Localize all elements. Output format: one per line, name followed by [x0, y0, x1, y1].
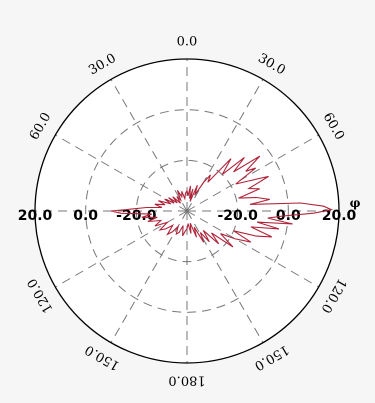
- grid-spoke-330: [110, 79, 188, 212]
- grid-ring-1: [85, 109, 289, 313]
- series-trace-0: [110, 155, 334, 248]
- grid-spoke-300: [55, 134, 188, 212]
- grid-spoke-240: [55, 210, 188, 288]
- radial-tick-label: 20.0: [18, 208, 53, 224]
- radial-tick-label: 0.0: [73, 208, 98, 224]
- grid-spoke-30: [186, 79, 264, 212]
- grid-spoke-60: [186, 134, 319, 212]
- outer-boundary: [34, 58, 340, 364]
- angle-label: 180.0: [168, 373, 205, 388]
- angle-label: 0.0: [177, 35, 198, 50]
- radial-axis-symbol: φ: [350, 196, 361, 210]
- angle-label: 30.0: [255, 51, 288, 78]
- angle-label: 60.0: [320, 110, 347, 143]
- radial-tick-label: 20.0: [322, 208, 357, 224]
- radial-tick-label: -20.0: [217, 208, 258, 224]
- angle-label: 30.0: [86, 51, 119, 78]
- grid-spoke-150: [186, 210, 264, 343]
- grid-spoke-210: [110, 210, 188, 343]
- grid-spoke-120: [186, 210, 319, 288]
- radial-tick-label: -20.0: [116, 208, 157, 224]
- angle-label: 60.0: [27, 110, 54, 143]
